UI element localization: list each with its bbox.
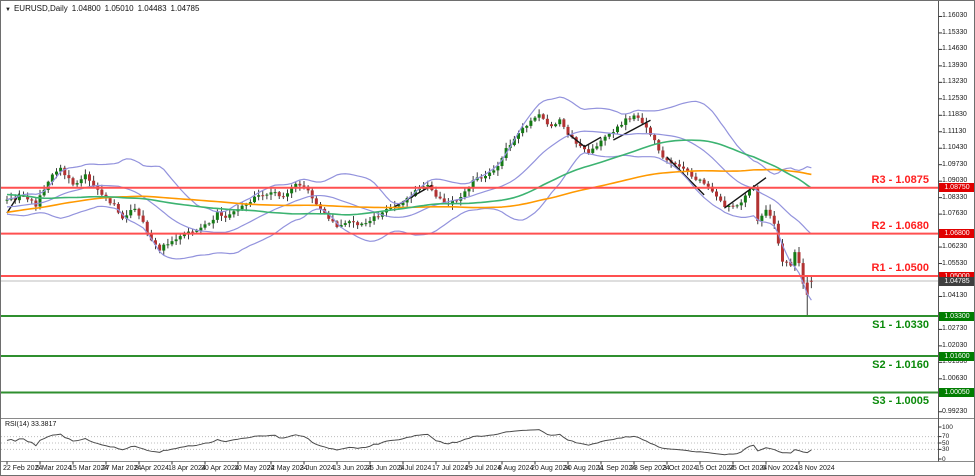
price-tick-label: 1.13230: [942, 78, 968, 86]
ohlc-high-value: 1.05010: [104, 4, 134, 13]
price-tick-label: 1.10430: [942, 144, 968, 152]
symbol-timeframe-label: EURUSD,Daily: [13, 4, 68, 13]
level-price-badge: 1.05000: [939, 271, 974, 281]
date-label: 30 Aug 2024: [564, 465, 604, 472]
rsi-tick-label: 50: [942, 439, 950, 447]
price-tick-label: 1.16030: [942, 12, 968, 20]
rsi-tick-label: 30: [942, 445, 950, 453]
price-tick-label: 0.99230: [942, 407, 968, 415]
price-tick-label: 1.11830: [942, 111, 967, 119]
price-tick-label: 1.02030: [942, 341, 968, 349]
rsi-indicator-label: RSI(14) 33.3817: [5, 421, 56, 428]
chart-title: ▼ EURUSD,Daily 1.04800 1.05010 1.04483 1.0478…: [5, 4, 203, 13]
chart-marker-icon[interactable]: ▼: [5, 7, 11, 13]
date-label: 11 Sep 2024: [597, 465, 637, 472]
price-tick-label: 1.06230: [942, 243, 968, 251]
date-label: 8 Aug 2024: [498, 465, 534, 472]
date-label: 10 May 2024: [234, 465, 275, 472]
date-label: 23 Sep 2024: [630, 465, 670, 472]
date-label: 5 Mar 2024: [36, 465, 72, 472]
level-label-r3[interactable]: R3 - 1.0875: [871, 173, 929, 186]
date-label: 17 Jul 2024: [432, 465, 469, 472]
level-label-r1[interactable]: R1 - 1.0500: [871, 262, 929, 274]
date-label: 20 Aug 2024: [531, 465, 571, 472]
price-tick-label: 1.04130: [942, 292, 968, 300]
level-price-badge: 1.00050: [939, 387, 974, 397]
rsi-value-label: RSI(14) 33.3817: [5, 421, 57, 428]
price-tick-label: 1.12530: [942, 94, 968, 102]
level-price-badge: 1.08750: [939, 183, 974, 193]
date-label: 3 Oct 2024: [663, 465, 698, 472]
date-label: 29 Jul 2024: [465, 465, 502, 472]
price-tick-label: 1.15330: [942, 28, 968, 36]
level-price-badge: 1.01600: [939, 351, 974, 361]
level-price-badge: 1.03300: [939, 311, 974, 321]
level-label-s1[interactable]: S1 - 1.0330: [872, 319, 929, 331]
price-tick-label: 1.14630: [942, 45, 968, 53]
ohlc-low-value: 1.04483: [137, 4, 167, 13]
level-label-r2[interactable]: R2 - 1.0680: [871, 219, 929, 232]
date-label: 22 Feb 2024: [3, 465, 43, 472]
price-tick-label: 1.02730: [942, 325, 968, 333]
price-tick-label: 1.05530: [942, 259, 968, 267]
date-label: 5 Jul 2024: [399, 465, 432, 472]
date-label: 22 May 2024: [267, 465, 308, 472]
price-tick-label: 1.09730: [942, 160, 968, 168]
date-label: 30 Apr 2024: [201, 465, 239, 472]
ohlc-close-value: 1.04785: [170, 4, 200, 13]
date-label: 15 Oct 2024: [696, 465, 735, 472]
rsi-tick-label: 0: [942, 455, 946, 463]
date-label: 13 Jun 2024: [333, 465, 372, 472]
rsi-tick-label: 100: [942, 423, 953, 431]
price-tick-label: 1.08330: [942, 193, 968, 201]
price-tick-label: 1.09030: [942, 177, 968, 185]
level-label-s3[interactable]: S3 - 1.0005: [872, 395, 929, 408]
level-price-badge: 1.06800: [939, 229, 974, 239]
date-label: 25 Jun 2024: [366, 465, 405, 472]
price-tick-label: 1.00630: [942, 374, 968, 382]
current-price-badge: 1.04785: [939, 276, 974, 286]
rsi-tick-label: 70: [942, 433, 950, 441]
price-tick-label: 1.07630: [942, 210, 968, 218]
date-label: 18 Nov 2024: [795, 465, 835, 472]
level-label-s2[interactable]: S2 - 1.0160: [872, 359, 929, 371]
date-label: 3 Jun 2024: [300, 465, 335, 472]
price-tick-label: 1.13930: [942, 61, 968, 69]
date-label: 25 Oct 2024: [729, 465, 768, 472]
date-label: 6 Nov 2024: [762, 465, 798, 472]
price-tick-label: 1.01330: [942, 358, 968, 366]
date-label: 27 Mar 2024: [102, 465, 142, 472]
date-label: 15 Mar 2024: [69, 465, 109, 472]
ohlc-open-value: 1.04800: [71, 4, 101, 13]
date-label: 18 Apr 2024: [168, 465, 206, 472]
price-tick-label: 1.11130: [942, 127, 967, 135]
date-label: 8 Apr 2024: [135, 465, 169, 472]
